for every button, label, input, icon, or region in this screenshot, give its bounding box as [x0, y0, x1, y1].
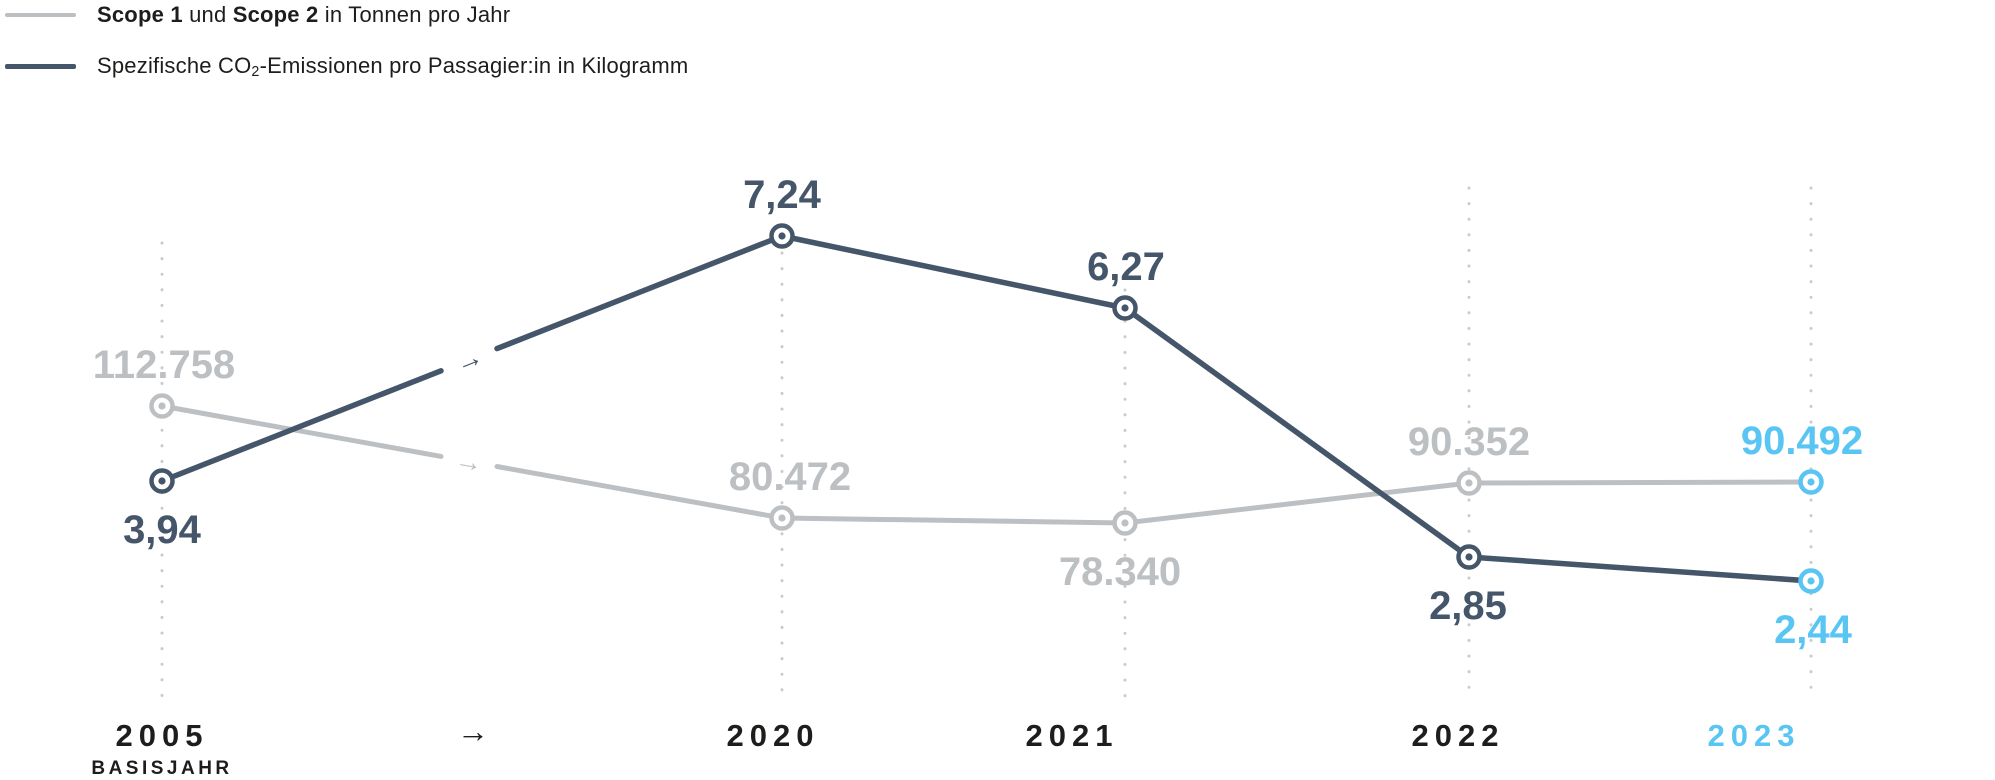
year-label-2005: 2005 — [116, 718, 209, 753]
break-arrow-icon-gray: → — [453, 444, 485, 478]
legend-item-specific: Spezifische CO2-Emissionen pro Passagier… — [5, 53, 688, 79]
legend-line-swatch-dark — [5, 63, 76, 69]
line-dark-pre-break — [159, 368, 444, 484]
value-label-gray-2023: 90.492 — [1741, 419, 1863, 463]
legend-scope2-bold: Scope 2 — [232, 2, 319, 27]
marker-dot-dark-2020 — [778, 232, 786, 240]
year-label-2020: 2020 — [727, 718, 820, 753]
marker-dot-gray-2021 — [1121, 519, 1129, 527]
marker-dot-dark-2021 — [1121, 304, 1129, 312]
value-label-dark-2020: 7,24 — [743, 173, 822, 217]
value-label-gray-2005: 112.758 — [93, 343, 235, 387]
value-label-dark-2021: 6,27 — [1087, 245, 1165, 289]
legend: Scope 1 und Scope 2 in Tonnen pro Jahr S… — [5, 2, 688, 79]
marker-dot-gray-2022 — [1465, 479, 1473, 487]
marker-dot-dark-2005 — [158, 477, 166, 485]
value-label-dark-2005: 3,94 — [123, 508, 202, 552]
line-gray-post-break — [494, 464, 1814, 526]
legend-line-swatch-gray — [5, 13, 76, 17]
co2-subscript: 2 — [251, 64, 260, 81]
legend-item-scope: Scope 1 und Scope 2 in Tonnen pro Jahr — [5, 2, 688, 28]
year-label-2022: 2022 — [1412, 718, 1505, 753]
marker-dot-gray-2005 — [158, 402, 166, 410]
marker-dot-dark-2023 — [1807, 577, 1815, 585]
axis-note-basisjahr: BASISJAHR — [91, 758, 232, 779]
marker-dot-dark-2022 — [1465, 553, 1473, 561]
year-label-2021: 2021 — [1026, 718, 1119, 753]
marker-dot-gray-2023 — [1807, 478, 1815, 486]
value-label-gray-2020: 80.472 — [729, 455, 851, 499]
value-label-gray-2021: 78.340 — [1059, 550, 1181, 594]
value-label-dark-2022: 2,85 — [1429, 584, 1507, 628]
axis-break-arrow-icon: → — [457, 713, 489, 749]
legend-label-specific: Spezifische CO2-Emissionen pro Passagier… — [97, 53, 689, 81]
marker-dot-gray-2020 — [778, 514, 786, 522]
value-label-gray-2022: 90.352 — [1408, 420, 1530, 464]
break-arrow-icon-dark: → — [451, 341, 487, 379]
year-label-2023: 2023 — [1708, 718, 1801, 753]
value-label-dark-2023: 2,44 — [1774, 608, 1853, 652]
legend-label-scope: Scope 1 und Scope 2 in Tonnen pro Jahr — [97, 2, 511, 27]
legend-scope1-bold: Scope 1 — [97, 2, 183, 27]
line-gray-pre-break — [159, 403, 444, 459]
